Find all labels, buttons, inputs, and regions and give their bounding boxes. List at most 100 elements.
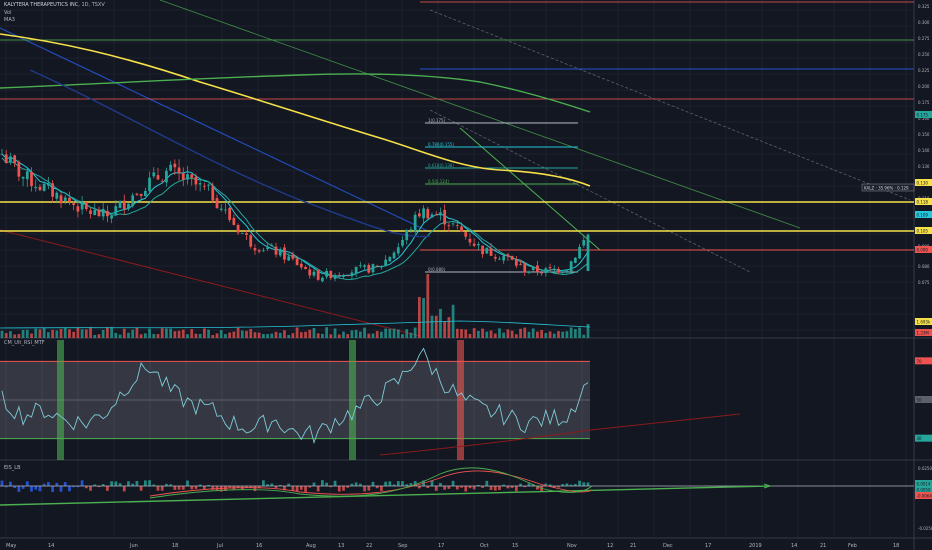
volume-bar (47, 332, 50, 338)
rsi-tag: 50 (917, 398, 923, 403)
candle-body (392, 252, 396, 259)
volume-bar (101, 329, 105, 338)
eis-bar (325, 482, 328, 486)
eis-tick-label: -0.0250 (918, 526, 932, 531)
price-tick-label: 0.225 (918, 68, 930, 73)
candle-body (21, 176, 25, 179)
candle-body (434, 214, 438, 216)
eis-bar (51, 486, 54, 492)
candle-body (523, 263, 527, 273)
candle-body (502, 256, 506, 261)
eis-bar (143, 480, 147, 486)
rsi-tag: 70 (917, 359, 923, 364)
eis-bar (89, 486, 92, 491)
volume-bar (422, 298, 425, 338)
eis-bar (13, 486, 17, 489)
candle-body (430, 214, 434, 218)
price-tick-label: 0.275 (918, 36, 930, 41)
volume-bar (582, 334, 586, 338)
eis-bar (498, 486, 501, 490)
eis-trend-arrow (763, 483, 772, 489)
price-pane[interactable]: 1(0.175) 0.786(0.155) 0.618(0.138) 0.5(0.12… (0, 0, 914, 337)
candle-body (93, 209, 97, 216)
rsi-pane-title[interactable]: CM_Ult_RSI_MTF (4, 340, 45, 346)
eis-bar (363, 486, 366, 492)
candle-body (485, 247, 489, 254)
candle-body (270, 245, 274, 247)
price-tick-label: 0.075 (918, 280, 930, 285)
price-tick-label: 0.175 (918, 100, 930, 105)
candle-body (17, 161, 21, 177)
eis-signal-line (149, 470, 593, 497)
eis-bar (329, 486, 333, 488)
eis-bar (439, 482, 442, 486)
candle-body (215, 198, 219, 209)
eis-bar (375, 486, 379, 489)
time-tick-label: 2019 (749, 543, 762, 549)
candle-body (422, 208, 425, 219)
candle-body (47, 183, 50, 186)
rsi-pane[interactable] (0, 340, 741, 460)
time-tick-label: May (6, 543, 16, 549)
volume-bar (396, 329, 400, 338)
volume-bar (346, 334, 350, 338)
price-tick-label: 0.140 (918, 148, 930, 153)
eis-bar (76, 486, 80, 488)
eis-tag: 0.0050 (917, 488, 931, 493)
candle-body (135, 193, 139, 195)
eis-tag-bg (915, 492, 932, 499)
time-axis[interactable]: May 14 Jun 18 Jul 16 Aug 13 22 Sep 17 Oct 15 Nov 12 21 D… (6, 543, 899, 549)
candle-body (405, 230, 409, 241)
price-tag-bg (915, 246, 932, 253)
study-vol-legend[interactable]: Vol (4, 10, 12, 16)
volume-bar (4, 333, 8, 338)
volume-bar (135, 327, 139, 338)
volume-bar (413, 327, 417, 338)
price-axis[interactable]: 0.3250.3000.2750.2500.2250.2000.1750.160… (861, 4, 932, 531)
volume-bar (63, 327, 67, 338)
eis-bar (165, 483, 168, 486)
eis-pane-title[interactable]: EIS_LB (4, 465, 21, 471)
eis-bar (506, 486, 510, 489)
eis-bar (25, 481, 29, 486)
volume-bar (72, 331, 76, 338)
ma-slow-yellow (0, 33, 591, 187)
volume-bar (380, 331, 383, 338)
eis-bar (485, 480, 489, 486)
candle-body (283, 247, 286, 260)
time-tick-label: 15 (512, 543, 518, 549)
eis-bar (557, 486, 560, 488)
candle-body (506, 254, 510, 257)
candle-body (354, 266, 358, 274)
eis-bar (106, 486, 109, 491)
time-tick-label: Oct (480, 543, 489, 549)
eis-bar (413, 481, 417, 486)
eis-bar (316, 486, 320, 492)
symbol-legend[interactable]: KALYTERA THERAPEUTICS INC, 1D, TSXV (4, 2, 105, 8)
volume-bar (207, 329, 210, 338)
eis-bar (586, 482, 590, 486)
candle-body (68, 197, 71, 202)
candle-body (460, 226, 463, 232)
eis-pane[interactable] (0, 467, 914, 506)
eis-bar (409, 483, 413, 486)
eis-bar (9, 481, 12, 486)
eis-bar (384, 481, 388, 486)
volume-bar (249, 328, 253, 338)
volume-bar (76, 328, 80, 338)
eis-bar (131, 483, 135, 486)
volume-bar (291, 333, 295, 338)
eis-bar (47, 482, 50, 486)
eis-bar (148, 480, 151, 486)
candle-body (249, 235, 253, 247)
price-tag: 0.175 (917, 113, 929, 118)
candle-body (375, 265, 379, 267)
study-ma-legend[interactable]: MA3 (4, 17, 15, 23)
candle-body (202, 185, 206, 187)
candle-body (25, 171, 29, 180)
volume-bar (502, 332, 506, 338)
candle-body (194, 176, 198, 185)
volume-bar (523, 327, 527, 338)
